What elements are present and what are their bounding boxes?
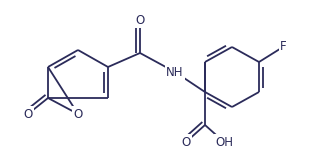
- Text: F: F: [280, 41, 286, 54]
- Text: O: O: [181, 135, 191, 149]
- Text: O: O: [135, 14, 145, 27]
- Text: NH: NH: [166, 65, 184, 78]
- Text: O: O: [23, 108, 33, 121]
- Text: OH: OH: [215, 135, 233, 149]
- Text: O: O: [73, 108, 82, 121]
